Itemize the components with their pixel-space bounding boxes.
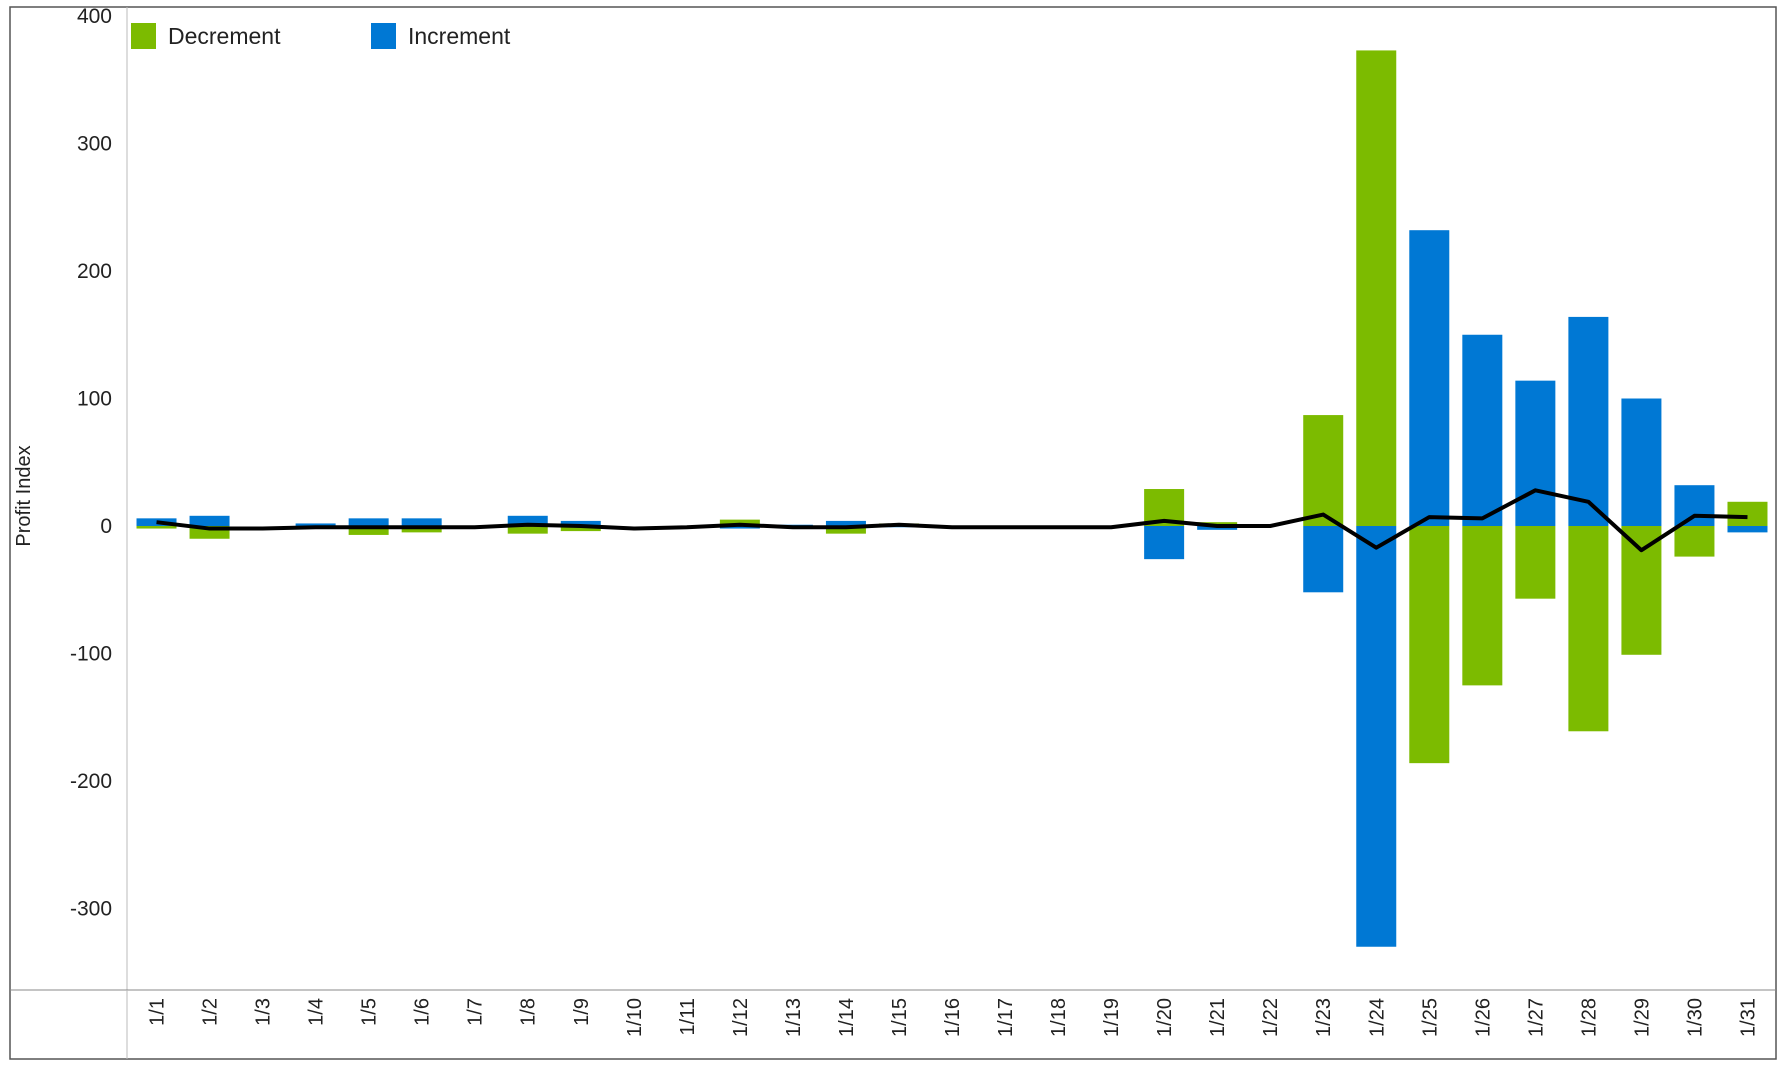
decrement-bar xyxy=(825,526,866,534)
increment-bar xyxy=(1462,334,1503,526)
legend-label-decrement: Decrement xyxy=(168,23,281,49)
increment-bar xyxy=(507,515,548,526)
decrement-bar xyxy=(1568,526,1609,732)
legend-swatch-decrement xyxy=(131,23,156,49)
increment-bars xyxy=(136,230,1768,947)
y-tick-label: 400 xyxy=(77,5,112,28)
decrement-bar xyxy=(507,526,548,534)
y-tick-label: 300 xyxy=(77,133,112,156)
y-tick-label: 0 xyxy=(100,515,112,538)
x-tick-label: 1/27 xyxy=(1525,998,1547,1037)
x-tick-label: 1/18 xyxy=(1048,998,1070,1037)
increment-bar xyxy=(1568,316,1609,526)
increment-bar xyxy=(401,518,442,526)
decrement-bar xyxy=(1621,526,1662,655)
increment-bar xyxy=(295,523,336,526)
increment-bar xyxy=(719,526,760,529)
x-tick-label: 1/1 xyxy=(147,998,169,1026)
x-tick-label: 1/12 xyxy=(730,998,752,1037)
x-axis-ticks: 1/1 1/2 1/3 1/4 1/5 1/6 1/7 1/8 1/9 1/10 1/11 1/12 1… xyxy=(147,998,1760,1037)
y-tick-label: -200 xyxy=(70,770,112,793)
increment-bar xyxy=(1144,526,1185,560)
x-tick-label: 1/21 xyxy=(1207,998,1229,1037)
x-tick-label: 1/19 xyxy=(1101,998,1123,1037)
y-axis-label: Profit Index xyxy=(13,445,35,546)
y-tick-label: -100 xyxy=(70,643,112,666)
decrement-bar xyxy=(560,526,601,532)
x-tick-label: 1/14 xyxy=(836,998,858,1037)
decrement-bar xyxy=(1303,415,1344,526)
increment-bar xyxy=(1356,526,1397,947)
increment-bar xyxy=(1621,398,1662,526)
net-line xyxy=(156,488,1748,553)
x-tick-label: 1/4 xyxy=(306,998,328,1026)
decrement-bar xyxy=(1409,526,1450,764)
increment-bar xyxy=(825,520,866,526)
decrement-bar xyxy=(136,526,177,529)
x-tick-label: 1/22 xyxy=(1260,998,1282,1037)
x-tick-label: 1/11 xyxy=(677,998,699,1035)
x-tick-label: 1/20 xyxy=(1154,998,1176,1037)
x-tick-label: 1/23 xyxy=(1313,998,1335,1037)
y-tick-label: 100 xyxy=(77,388,112,411)
x-tick-label: 1/29 xyxy=(1631,998,1653,1037)
legend-label-increment: Increment xyxy=(408,23,511,49)
legend: Decrement Increment xyxy=(131,23,511,49)
y-tick-label: -300 xyxy=(70,898,112,921)
increment-bar xyxy=(1515,380,1556,526)
x-tick-label: 1/6 xyxy=(412,998,434,1026)
increment-bar xyxy=(1674,485,1715,526)
x-tick-label: 1/28 xyxy=(1578,998,1600,1037)
x-tick-label: 1/24 xyxy=(1366,998,1388,1037)
decrement-bars xyxy=(136,50,1768,764)
x-tick-label: 1/15 xyxy=(889,998,911,1037)
x-tick-label: 1/26 xyxy=(1472,998,1494,1037)
x-tick-label: 1/3 xyxy=(253,998,275,1026)
y-tick-label: 200 xyxy=(77,260,112,283)
y-axis-ticks: 400 300 200 100 0 -100 -200 -300 xyxy=(70,5,112,921)
chart-border xyxy=(9,6,1777,1060)
x-tick-label: 1/16 xyxy=(942,998,964,1037)
decrement-bar xyxy=(1515,526,1556,599)
x-tick-label: 1/2 xyxy=(200,998,222,1026)
x-tick-label: 1/8 xyxy=(518,998,540,1026)
increment-bar xyxy=(1409,230,1450,526)
x-tick-label: 1/7 xyxy=(465,998,487,1026)
increment-bar xyxy=(1303,526,1344,593)
x-tick-label: 1/9 xyxy=(571,998,593,1026)
decrement-bar xyxy=(1356,50,1397,527)
x-tick-label: 1/17 xyxy=(995,998,1017,1037)
decrement-bar xyxy=(1462,526,1503,686)
decrement-bar xyxy=(1727,501,1768,526)
x-tick-label: 1/30 xyxy=(1684,998,1706,1037)
decrement-bar xyxy=(1674,526,1715,557)
increment-bar xyxy=(1727,526,1768,533)
x-tick-label: 1/13 xyxy=(783,998,805,1037)
x-tick-label: 1/5 xyxy=(359,998,381,1026)
increment-bar xyxy=(560,520,601,526)
x-tick-label: 1/10 xyxy=(624,998,646,1037)
increment-bar xyxy=(189,515,230,526)
increment-bar xyxy=(348,518,389,526)
decrement-bar xyxy=(348,526,389,535)
x-tick-label: 1/25 xyxy=(1419,998,1441,1037)
net-line-layer xyxy=(156,488,1748,553)
legend-swatch-increment xyxy=(371,23,396,49)
x-tick-label: 1/31 xyxy=(1737,998,1759,1037)
